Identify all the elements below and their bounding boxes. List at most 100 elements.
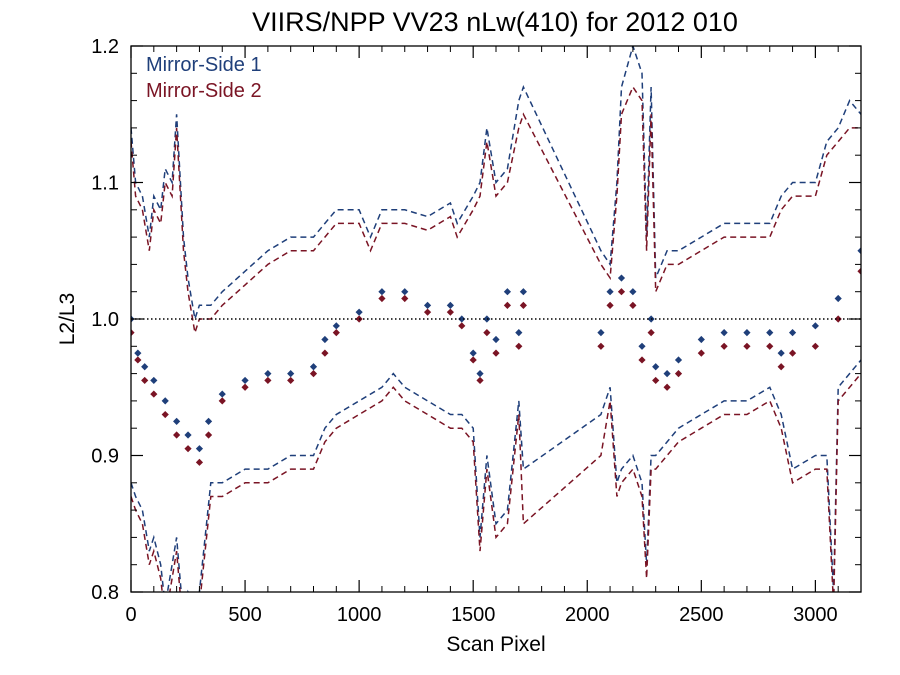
data-point-ms1 <box>218 390 226 398</box>
data-point-ms1 <box>811 322 819 330</box>
data-point-ms2 <box>652 376 660 385</box>
x-tick-label: 2500 <box>679 604 724 626</box>
data-point-ms1 <box>173 417 181 425</box>
data-point-ms2 <box>264 376 272 385</box>
data-point-ms2 <box>617 288 626 296</box>
data-point-ms1 <box>195 445 204 453</box>
data-point-ms1 <box>743 329 751 337</box>
data-point-ms1 <box>652 363 660 371</box>
data-point-ms1 <box>515 329 523 337</box>
data-point-ms2 <box>423 308 432 316</box>
y-tick-label: 0.8 <box>91 582 119 604</box>
data-point-ms2 <box>218 397 226 405</box>
data-point-ms1 <box>401 288 409 296</box>
data-point-ms2 <box>150 390 158 398</box>
data-point-ms1 <box>597 329 605 337</box>
data-point-ms2 <box>321 349 329 357</box>
data-point-ms1 <box>629 288 637 296</box>
data-point-ms2 <box>134 356 142 364</box>
data-point-ms1 <box>458 315 466 323</box>
data-point-ms1 <box>834 294 842 303</box>
data-point-ms1 <box>150 376 158 385</box>
envelope-upper-1 <box>131 46 861 320</box>
data-point-ms2 <box>811 342 819 350</box>
data-point-ms2 <box>483 329 491 337</box>
legend-ms1: Mirror-Side 1 <box>146 54 262 76</box>
envelope-lower-1 <box>131 359 861 592</box>
data-point-ms1 <box>638 342 646 350</box>
data-point-ms2 <box>184 445 192 453</box>
x-tick-label: 500 <box>228 604 261 626</box>
data-point-ms2 <box>857 267 861 275</box>
y-tick-label: 1.1 <box>91 173 119 195</box>
data-point-ms1 <box>663 370 671 378</box>
data-point-ms1 <box>476 370 484 378</box>
data-point-ms1 <box>309 363 318 371</box>
data-point-ms2 <box>401 294 409 303</box>
data-point-ms1 <box>674 356 683 364</box>
data-point-ms2 <box>743 342 751 350</box>
data-point-ms2 <box>332 329 340 337</box>
data-point-ms2 <box>287 376 295 385</box>
data-point-ms1 <box>241 376 249 385</box>
data-point-ms1 <box>264 370 272 378</box>
data-point-ms2 <box>173 431 181 439</box>
data-point-ms2 <box>606 301 614 309</box>
data-point-ms1 <box>857 247 861 255</box>
data-point-ms2 <box>141 376 149 385</box>
data-point-ms2 <box>720 342 728 350</box>
data-point-ms2 <box>161 410 169 419</box>
data-point-ms2 <box>469 356 477 364</box>
x-tick-label: 3000 <box>793 604 838 626</box>
x-tick-label: 2000 <box>565 604 610 626</box>
envelope-lower-2 <box>131 373 861 592</box>
x-tick-label: 1000 <box>337 604 382 626</box>
data-point-ms2 <box>309 370 318 378</box>
data-point-ms1 <box>766 329 774 337</box>
data-point-ms1 <box>777 349 785 357</box>
data-point-ms1 <box>469 349 477 357</box>
data-point-ms2 <box>663 383 671 391</box>
data-point-ms1 <box>697 335 705 344</box>
data-point-ms1 <box>378 288 386 296</box>
data-point-ms2 <box>131 329 135 337</box>
data-point-ms1 <box>332 322 340 330</box>
data-point-ms1 <box>606 288 614 296</box>
data-point-ms2 <box>519 301 527 309</box>
data-point-ms2 <box>195 458 204 466</box>
data-point-ms2 <box>674 370 683 378</box>
y-tick-label: 0.9 <box>91 446 119 468</box>
data-point-ms1 <box>483 315 491 323</box>
data-point-ms1 <box>287 370 295 378</box>
data-point-ms1 <box>423 301 432 309</box>
data-point-ms2 <box>597 342 605 350</box>
data-point-ms1 <box>134 349 142 357</box>
data-point-ms1 <box>446 301 454 309</box>
x-axis-label: Scan Pixel <box>446 633 545 656</box>
data-point-ms2 <box>697 349 705 357</box>
data-point-ms1 <box>788 329 797 337</box>
data-point-ms2 <box>458 322 466 330</box>
data-point-ms1 <box>204 417 213 425</box>
y-tick-label: 1.2 <box>91 36 119 58</box>
data-point-ms2 <box>446 308 454 316</box>
y-tick-label: 1.0 <box>91 309 119 331</box>
data-point-ms1 <box>519 288 527 296</box>
data-point-ms1 <box>720 329 728 337</box>
data-point-ms2 <box>492 349 500 357</box>
data-point-ms2 <box>476 376 484 385</box>
data-point-ms2 <box>378 294 386 303</box>
legend-ms2: Mirror-Side 2 <box>146 80 262 102</box>
data-point-ms1 <box>184 431 192 439</box>
data-point-ms2 <box>204 431 213 439</box>
data-point-ms2 <box>515 342 523 350</box>
data-point-ms2 <box>788 349 797 357</box>
data-point-ms2 <box>834 315 842 323</box>
data-point-ms2 <box>777 363 785 371</box>
data-point-ms2 <box>638 356 646 364</box>
y-axis-label: L2/L3 <box>56 293 79 346</box>
data-point-ms2 <box>503 301 512 309</box>
x-tick-label: 0 <box>125 604 136 626</box>
data-point-ms1 <box>141 363 149 371</box>
